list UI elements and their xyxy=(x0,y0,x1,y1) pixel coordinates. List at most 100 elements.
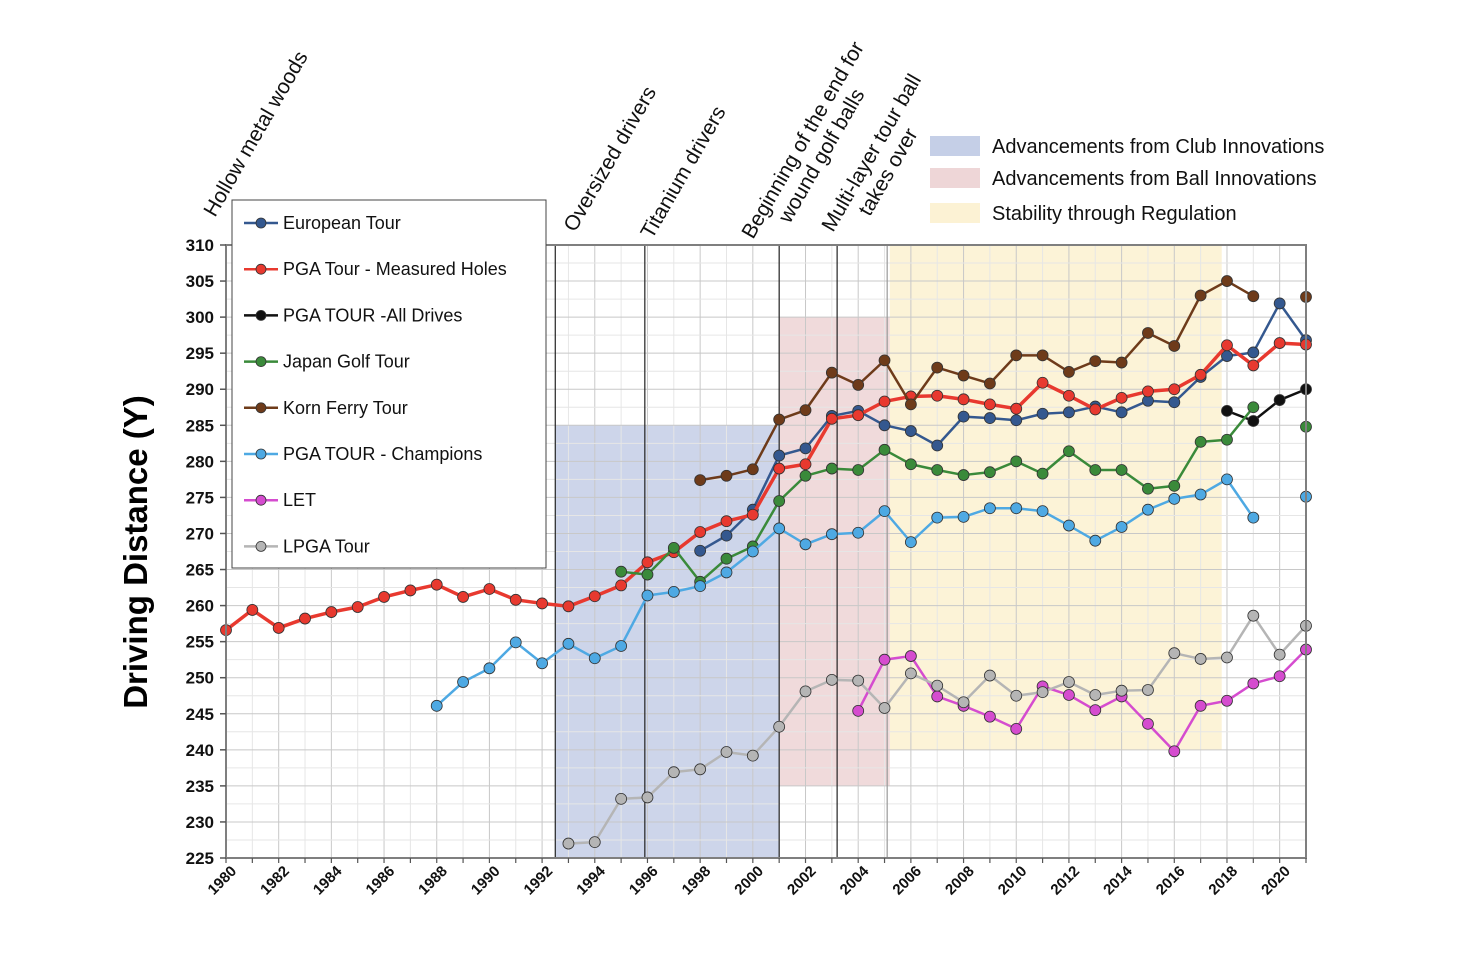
data-point xyxy=(1010,402,1023,415)
data-point xyxy=(1221,694,1233,707)
annotation-label-0: Hollow metal woods xyxy=(199,47,312,220)
data-point xyxy=(957,469,970,481)
region-legend-label: Advancements from Ball Innovations xyxy=(992,168,1317,190)
x-tick-label: 1984 xyxy=(310,862,346,898)
series-group xyxy=(220,275,1312,850)
data-point xyxy=(1221,473,1233,486)
data-point xyxy=(878,653,891,666)
x-tick-label: 2016 xyxy=(1153,863,1189,899)
series-pga-tour-measured-holes xyxy=(220,337,1312,637)
data-point xyxy=(1168,647,1181,660)
data-point xyxy=(773,522,786,535)
data-point xyxy=(984,377,996,390)
y-tick-label: 310 xyxy=(186,236,214,255)
y-tick-label: 230 xyxy=(186,813,214,832)
data-point xyxy=(351,601,364,613)
data-point xyxy=(720,566,733,579)
region-legend-swatch xyxy=(930,136,980,156)
data-point xyxy=(667,541,680,554)
legend-marker xyxy=(255,356,267,368)
data-point xyxy=(694,474,707,487)
data-point xyxy=(1273,394,1286,406)
data-point xyxy=(904,425,917,437)
annotation-label-2: Titanium drivers xyxy=(636,102,730,242)
data-point xyxy=(272,622,285,634)
data-point xyxy=(1036,467,1049,480)
data-point xyxy=(615,792,628,805)
legend-label-pga-tour-all-drives: PGA TOUR -All Drives xyxy=(283,305,462,325)
data-point xyxy=(799,538,812,551)
data-point xyxy=(1168,479,1181,492)
data-point xyxy=(404,584,417,597)
data-point xyxy=(1273,297,1286,310)
data-point xyxy=(1221,651,1233,664)
legend-label-pga-tour-measured-holes: PGA Tour - Measured Holes xyxy=(283,259,507,279)
data-point xyxy=(1221,404,1233,417)
series-japan-golf-tour xyxy=(615,401,1312,588)
data-point xyxy=(1115,406,1128,419)
x-tick-label: 1986 xyxy=(363,863,399,899)
data-point xyxy=(1036,505,1049,518)
axes: 225 230 235 240 245 250 255 260 265 270 275 280 285 2… xyxy=(186,236,1307,899)
data-point xyxy=(957,510,970,523)
data-point xyxy=(641,556,654,569)
series-line xyxy=(699,279,1254,482)
y-tick-label: 265 xyxy=(186,561,214,580)
annotation-lines xyxy=(554,245,888,858)
data-point xyxy=(746,463,759,476)
data-point xyxy=(1115,464,1128,476)
data-point xyxy=(720,469,733,482)
y-tick-label: 255 xyxy=(186,633,214,652)
legend-label-lpga-tour: LPGA Tour xyxy=(283,536,370,556)
x-tick-label: 1996 xyxy=(626,863,662,899)
x-tick-label: 1988 xyxy=(415,863,451,899)
y-tick-label: 275 xyxy=(186,488,214,507)
region-legend: Advancements from Club Innovations Advanc… xyxy=(930,136,1324,225)
data-point xyxy=(984,710,996,723)
x-tick-label: 1982 xyxy=(257,863,293,899)
x-tick-label: 2012 xyxy=(1047,863,1083,899)
series-lpga-tour xyxy=(562,609,1312,850)
data-point xyxy=(1115,684,1128,697)
data-point xyxy=(1247,401,1260,414)
data-point xyxy=(852,409,865,422)
data-point xyxy=(957,696,970,709)
data-point xyxy=(904,650,917,662)
data-point xyxy=(1168,745,1181,758)
x-tick-label: 2006 xyxy=(889,863,925,899)
legend-label-let: LET xyxy=(283,490,316,510)
data-point xyxy=(878,395,891,408)
data-point xyxy=(588,590,601,603)
data-point xyxy=(641,791,654,804)
data-point xyxy=(483,583,496,595)
data-point xyxy=(1194,699,1207,712)
y-tick-label: 245 xyxy=(186,705,214,724)
data-point xyxy=(1273,648,1286,661)
data-point xyxy=(1247,415,1260,427)
data-point xyxy=(825,528,838,541)
x-tick-label: 1994 xyxy=(573,862,609,898)
data-point xyxy=(799,685,812,698)
data-point xyxy=(430,578,443,591)
legend-box xyxy=(231,199,547,569)
legend-marker xyxy=(255,263,267,275)
data-point xyxy=(1010,723,1023,735)
data-point xyxy=(1221,275,1233,287)
data-point xyxy=(1063,676,1075,688)
legend-label-korn-ferry-tour: Korn Ferry Tour xyxy=(283,398,408,418)
data-point xyxy=(457,591,469,603)
data-point xyxy=(1115,356,1128,369)
y-tick-label: 260 xyxy=(186,597,214,616)
data-point xyxy=(773,413,786,426)
data-point xyxy=(746,508,759,521)
data-point xyxy=(931,439,944,452)
data-point xyxy=(984,412,996,424)
data-point xyxy=(694,763,707,776)
data-point xyxy=(562,837,575,850)
data-point xyxy=(536,657,548,670)
data-point xyxy=(931,511,944,524)
data-point xyxy=(1194,289,1207,302)
data-point xyxy=(878,443,891,456)
y-tick-label: 300 xyxy=(186,308,214,327)
data-point xyxy=(799,442,812,455)
